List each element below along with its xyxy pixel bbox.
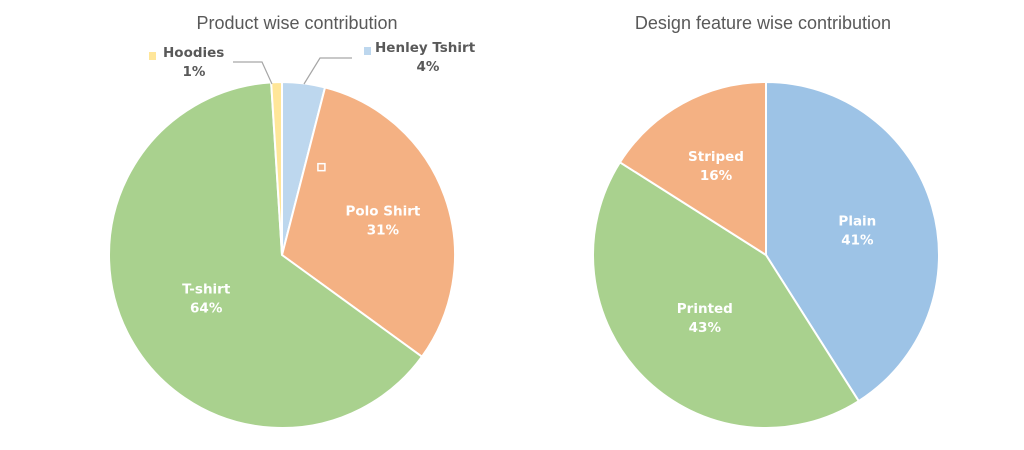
slice-label-t-shirt: T-shirt bbox=[182, 282, 231, 298]
pie-slice-striped bbox=[618, 80, 767, 257]
product-chart-title: Product wise contribution bbox=[196, 13, 397, 33]
slice-label-striped: Striped bbox=[688, 149, 744, 165]
slice-value-striped: 16% bbox=[700, 168, 733, 184]
slice-value-printed: 43% bbox=[689, 320, 722, 336]
slice-value-hoodies: 1% bbox=[183, 64, 206, 80]
leader-line-hoodies bbox=[233, 61, 273, 85]
pie-slice-printed bbox=[591, 160, 861, 430]
slice-value-polo-shirt: 31% bbox=[367, 223, 400, 239]
slice-label-polo-shirt: Polo Shirt bbox=[345, 204, 420, 220]
slice-label-henley-tshirt: Henley Tshirt bbox=[375, 40, 476, 56]
slice-value-t-shirt: 64% bbox=[190, 301, 223, 317]
design-pie-chart: Design feature wise contribution Plain 41… bbox=[591, 13, 941, 430]
legend-key-polo-shirt bbox=[317, 162, 326, 172]
pie-slice-polo-shirt bbox=[280, 86, 456, 359]
legend-key-t-shirt bbox=[72, 328, 81, 338]
slice-label-hoodies: Hoodies bbox=[163, 45, 224, 61]
design-chart-title: Design feature wise contribution bbox=[635, 13, 891, 33]
leader-line-henley-tshirt bbox=[303, 57, 352, 85]
slice-value-plain: 41% bbox=[841, 232, 874, 248]
slice-label-plain: Plain bbox=[838, 213, 876, 229]
pie-slice-t-shirt bbox=[108, 81, 424, 429]
legend-key-henley-tshirt bbox=[364, 47, 371, 55]
slice-value-henley-tshirt: 4% bbox=[417, 59, 440, 75]
legend-key-hoodies bbox=[149, 52, 156, 60]
product-pie-chart: Product wise contribution Henley Tshirt 4… bbox=[72, 13, 476, 429]
slice-label-printed: Printed bbox=[677, 301, 733, 317]
